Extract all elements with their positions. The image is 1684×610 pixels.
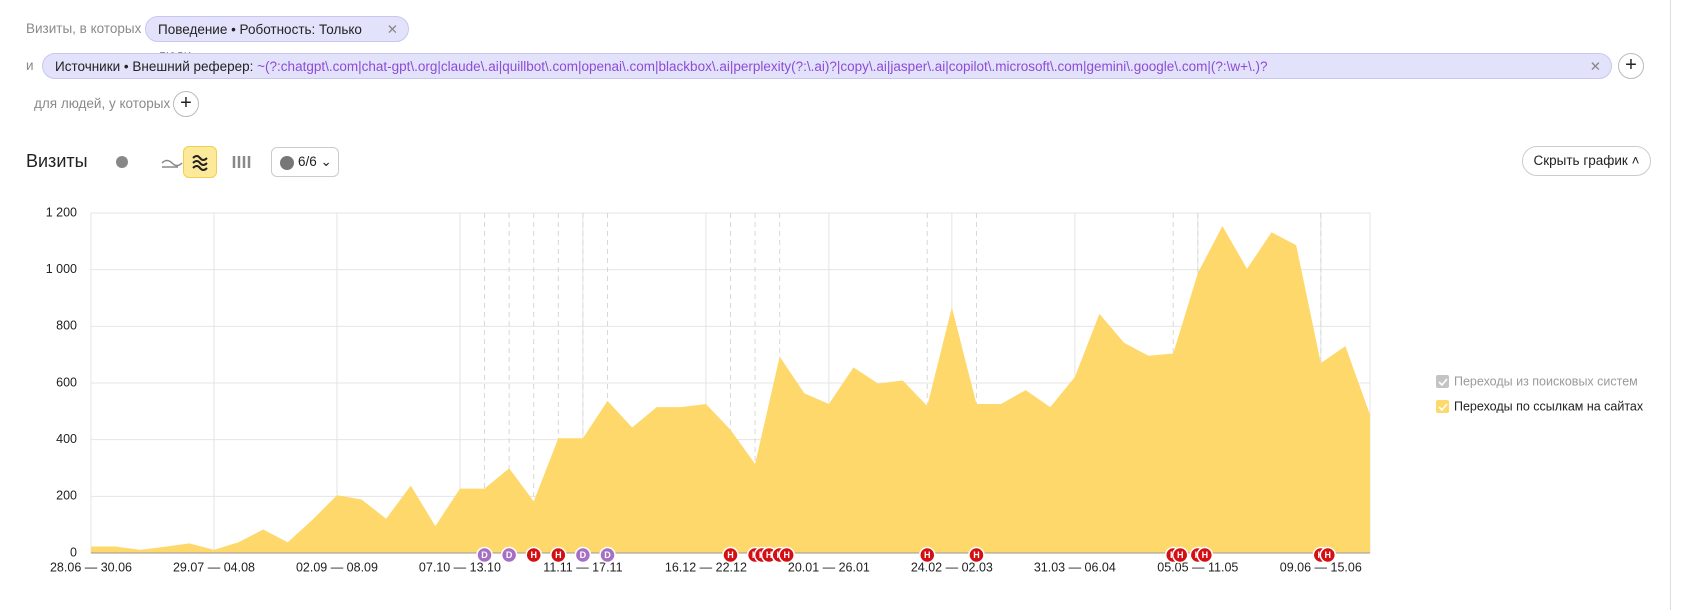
filter-chip[interactable]: Поведение • Роботность: Только люди✕ bbox=[145, 16, 409, 63]
annotation-marker[interactable]: H bbox=[919, 546, 936, 564]
annotation-label: D bbox=[604, 550, 611, 560]
legend-check bbox=[1438, 378, 1448, 387]
legend-checkbox bbox=[1436, 375, 1449, 388]
annotation-dot bbox=[1196, 546, 1214, 564]
annotation-label: H bbox=[766, 550, 773, 560]
chart-type-icons[interactable] bbox=[112, 150, 252, 174]
annotation-label: H bbox=[530, 550, 537, 560]
annotation-dot bbox=[574, 546, 592, 564]
x-tick-label: 20.01 — 26.01 bbox=[788, 560, 870, 574]
annotation-dot bbox=[476, 546, 493, 564]
x-tick-label: 31.03 — 06.04 bbox=[1034, 560, 1116, 574]
y-tick-label: 0 bbox=[70, 545, 77, 559]
annotation-label: H bbox=[1177, 550, 1184, 560]
legend-label: Переходы из поисковых систем bbox=[1454, 374, 1638, 388]
annotation-label: H bbox=[1325, 550, 1332, 560]
annotation-dot bbox=[550, 546, 567, 564]
x-tick-label: 07.10 — 13.10 bbox=[419, 560, 501, 574]
annotation-marker[interactable]: H bbox=[722, 546, 739, 564]
x-tick-label: 16.12 — 22.12 bbox=[665, 560, 747, 574]
and-label: и bbox=[26, 58, 34, 73]
annotation-dot bbox=[968, 546, 985, 564]
filter-chip[interactable]: Источники • Внешний реферер: ~(?:chatgpt… bbox=[42, 53, 1612, 79]
y-tick-label: 400 bbox=[56, 432, 77, 446]
annotation-marker[interactable]: H bbox=[525, 546, 542, 564]
annotation-dot bbox=[778, 546, 795, 564]
filter-prefix: Визиты, в которых bbox=[26, 21, 142, 36]
annotation-label: D bbox=[580, 550, 587, 560]
add-button[interactable]: + bbox=[173, 91, 199, 117]
annotation-marker[interactable]: H bbox=[1319, 546, 1337, 564]
chart: 0 200 400 600 800 1 000 1 200 28.06 — 30.06 29.0… bbox=[46, 205, 1644, 574]
notes-button[interactable]: 6/6 ⌄ bbox=[271, 147, 339, 177]
annotation-label: D bbox=[506, 550, 513, 560]
annotation-marker[interactable]: H bbox=[1171, 546, 1189, 564]
x-tick-label: 24.02 — 02.03 bbox=[911, 560, 993, 574]
annotation-dot bbox=[1319, 546, 1337, 564]
hide-chart-button[interactable]: Скрыть график ˄ bbox=[1522, 146, 1651, 176]
annotation-dot bbox=[500, 546, 518, 564]
y-tick-label: 1 000 bbox=[46, 262, 77, 276]
x-tick-label: 29.07 — 04.08 bbox=[173, 560, 255, 574]
annotation-dot bbox=[525, 546, 542, 564]
annotation-marker[interactable]: D bbox=[599, 546, 616, 564]
annotation-label: H bbox=[924, 550, 931, 560]
annotation-marker[interactable]: D bbox=[476, 546, 493, 564]
filter-value: ~(?:chatgpt\.com|chat-gpt\.org|claude\.a… bbox=[257, 59, 1268, 74]
filter-label: Источники • Внешний реферер: bbox=[55, 59, 254, 74]
annotation-marker[interactable]: H bbox=[968, 546, 985, 564]
annotation-label: H bbox=[727, 550, 734, 560]
notes-count: 6/6 bbox=[298, 154, 317, 169]
x-tick-label: 02.09 — 08.09 bbox=[296, 560, 378, 574]
annotation-dot bbox=[599, 546, 616, 564]
y-tick-label: 600 bbox=[56, 375, 77, 389]
annotation-label: H bbox=[1202, 550, 1209, 560]
y-tick-label: 1 200 bbox=[46, 205, 77, 219]
people-prefix: для людей, у которых bbox=[34, 96, 171, 111]
annotation-marker[interactable]: H bbox=[1196, 546, 1214, 564]
x-tick-label: 11.11 — 17.11 bbox=[543, 560, 622, 574]
annotation-label: H bbox=[783, 550, 790, 560]
report-title: Визиты bbox=[26, 151, 88, 171]
panel-border bbox=[1670, 0, 1671, 610]
annotation-marker[interactable]: D bbox=[500, 546, 518, 564]
annotation-label: D bbox=[481, 550, 488, 560]
annotation-marker[interactable]: D bbox=[574, 546, 592, 564]
annotation-label: H bbox=[555, 550, 562, 560]
y-tick-label: 200 bbox=[56, 489, 77, 503]
area bbox=[91, 226, 1370, 553]
bar-icon[interactable] bbox=[230, 150, 254, 174]
stacked-area-button[interactable] bbox=[183, 146, 217, 178]
annotation-marker[interactable]: H bbox=[550, 546, 567, 564]
annotation-label: H bbox=[973, 550, 980, 560]
hide-chart-label: Скрыть график bbox=[1533, 153, 1628, 168]
y-tick-label: 800 bbox=[56, 319, 77, 333]
annotation-marker[interactable]: H bbox=[778, 546, 795, 564]
annotation-dot bbox=[722, 546, 739, 564]
x-tick-label: 09.06 — 15.06 bbox=[1280, 560, 1362, 574]
x-tick-label: 28.06 — 30.06 bbox=[50, 560, 132, 574]
legend-label: Переходы по ссылкам на сайтах bbox=[1454, 399, 1644, 413]
x-tick-label: 05.05 — 11.05 bbox=[1157, 560, 1238, 574]
legend-checkbox bbox=[1436, 400, 1449, 413]
annotation-dot bbox=[1171, 546, 1189, 564]
add-button[interactable]: + bbox=[1618, 53, 1644, 79]
annotation-dot bbox=[919, 546, 936, 564]
legend-check bbox=[1438, 403, 1448, 412]
